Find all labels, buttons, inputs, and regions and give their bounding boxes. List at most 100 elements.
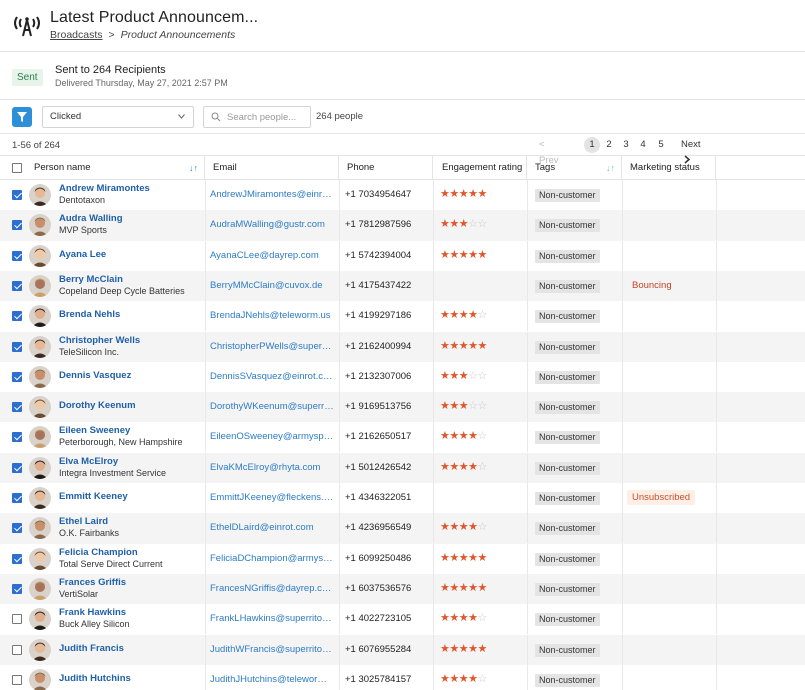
- row-checkbox[interactable]: [12, 553, 22, 564]
- column-divider: [527, 543, 528, 574]
- page-2-button[interactable]: 2: [606, 139, 612, 150]
- table-row[interactable]: Berry McClain Copeland Deep Cycle Batteri…: [0, 270, 805, 302]
- row-checkbox[interactable]: [12, 614, 22, 625]
- email-link[interactable]: DennisSVasquez@einrot.com: [210, 370, 334, 382]
- prev-page-button[interactable]: < Prev: [539, 139, 559, 166]
- column-header-phone[interactable]: Phone: [339, 156, 433, 180]
- person-name-link[interactable]: Ethel Laird: [59, 516, 109, 528]
- email-link[interactable]: EthelDLaird@einrot.com: [210, 522, 314, 534]
- column-header-marketing-status[interactable]: Marketing status: [622, 156, 716, 180]
- column-divider: [527, 270, 528, 301]
- table-row[interactable]: Elva McElroy Integra Investment Service El…: [0, 452, 805, 483]
- email-link[interactable]: JudithWFrancis@superrito.c...: [210, 643, 334, 655]
- avatar: [29, 184, 51, 206]
- person-name-link[interactable]: Frank Hawkins: [59, 607, 127, 619]
- row-checkbox[interactable]: [12, 280, 22, 291]
- customer-tag: Non-customer: [535, 279, 600, 293]
- table-row[interactable]: Ayana Lee AyanaCLee@dayrep.com +1 57423940…: [0, 240, 805, 271]
- column-divider: [205, 422, 206, 453]
- filter-button[interactable]: [12, 107, 32, 127]
- breadcrumb-broadcasts-link[interactable]: Broadcasts: [50, 29, 103, 41]
- column-divider: [433, 634, 434, 665]
- email-link[interactable]: BerryMMcClain@cuvox.de: [210, 279, 323, 291]
- page-4-button[interactable]: 4: [640, 139, 646, 150]
- person-name-link[interactable]: Eileen Sweeney: [59, 425, 131, 437]
- table-row[interactable]: Christopher Wells TeleSilicon Inc. Christo…: [0, 331, 805, 362]
- row-checkbox[interactable]: [12, 432, 22, 443]
- email-link[interactable]: FrankLHawkins@superrito.c...: [210, 613, 334, 625]
- person-name-link[interactable]: Judith Francis: [59, 642, 124, 654]
- column-header-email[interactable]: Email: [205, 156, 339, 180]
- person-name-link[interactable]: Dorothy Keenum: [59, 400, 136, 412]
- search-input[interactable]: [227, 109, 309, 125]
- person-name-link[interactable]: Dennis Vasquez: [59, 369, 132, 381]
- page-5-button[interactable]: 5: [658, 139, 664, 150]
- table-row[interactable]: Andrew Miramontes Dentotaxon AndrewJMiramo…: [0, 180, 805, 210]
- table-row[interactable]: Audra Walling MVP Sports AudraMWalling@gus…: [0, 210, 805, 241]
- email-link[interactable]: DorothyWKeenum@superrit...: [210, 401, 334, 413]
- row-checkbox[interactable]: [12, 371, 22, 382]
- person-name-link[interactable]: Berry McClain: [59, 273, 123, 285]
- person-name-link[interactable]: Elva McElroy: [59, 455, 119, 467]
- email-link[interactable]: FrancesNGriffis@dayrep.com: [210, 582, 334, 594]
- row-checkbox[interactable]: [12, 644, 22, 655]
- sort-icon[interactable]: ↓↑: [606, 163, 615, 173]
- person-name-link[interactable]: Frances Griffis: [59, 576, 127, 588]
- email-link[interactable]: BrendaJNehls@teleworm.us: [210, 310, 331, 322]
- column-header-name[interactable]: Person name ↓↑: [26, 156, 205, 180]
- table-row[interactable]: Frances Griffis VertiSolar FrancesNGriffis…: [0, 573, 805, 605]
- table-row[interactable]: Eileen Sweeney Peterborough, New Hampshir…: [0, 422, 805, 453]
- page-3-button[interactable]: 3: [623, 139, 629, 150]
- event-filter-select[interactable]: Clicked: [42, 106, 194, 128]
- row-checkbox[interactable]: [12, 583, 22, 594]
- column-divider: [716, 361, 717, 392]
- row-checkbox[interactable]: [12, 250, 22, 261]
- person-name-link[interactable]: Andrew Miramontes: [59, 183, 150, 194]
- table-row[interactable]: Dorothy Keenum DorothyWKeenum@superrit...…: [0, 392, 805, 423]
- row-checkbox[interactable]: [12, 493, 22, 503]
- email-link[interactable]: AudraMWalling@gustr.com: [210, 219, 325, 231]
- person-name-link[interactable]: Felicia Champion: [59, 546, 138, 558]
- next-page-button[interactable]: Next: [681, 137, 701, 169]
- row-checkbox[interactable]: [12, 220, 22, 231]
- row-checkbox[interactable]: [12, 674, 22, 685]
- email-link[interactable]: EileenOSweeney@armyspy.co...: [210, 431, 334, 443]
- table-row[interactable]: Frank Hawkins Buck Alley Silicon FrankLHaw…: [0, 604, 805, 635]
- email-link[interactable]: ElvaKMcElroy@rhyta.com: [210, 461, 321, 473]
- person-organization: MVP Sports: [59, 225, 107, 236]
- row-checkbox[interactable]: [12, 523, 22, 534]
- email-link[interactable]: FeliciaDChampion@armyspy...: [210, 552, 334, 564]
- person-name-link[interactable]: Christopher Wells: [59, 334, 141, 346]
- person-name-link[interactable]: Audra Walling: [59, 213, 123, 225]
- row-checkbox[interactable]: [12, 190, 22, 200]
- page-1-button[interactable]: 1: [584, 137, 600, 153]
- table-row[interactable]: Ethel Laird O.K. Fairbanks EthelDLaird@ein…: [0, 513, 805, 544]
- row-checkbox[interactable]: [12, 341, 22, 352]
- table-row[interactable]: Brenda Nehls BrendaJNehls@teleworm.us +1 4…: [0, 301, 805, 332]
- table-row[interactable]: Judith Hutchins JudithJHutchins@teleworm.…: [0, 664, 805, 690]
- table-row[interactable]: Felicia Champion Total Serve Direct Curre…: [0, 543, 805, 574]
- row-checkbox[interactable]: [12, 462, 22, 473]
- chevron-down-icon: [178, 114, 185, 119]
- marketing-status: Unsubscribed: [627, 490, 696, 505]
- row-checkbox[interactable]: [12, 311, 22, 322]
- email-link[interactable]: EmmittJKeeney@fleckens.hu: [210, 492, 334, 503]
- person-name-link[interactable]: Judith Hutchins: [59, 672, 131, 684]
- email-link[interactable]: JudithJHutchins@teleworm.us: [210, 673, 334, 685]
- table-row[interactable]: Emmitt Keeney EmmittJKeeney@fleckens.hu +1…: [0, 483, 805, 513]
- email-link[interactable]: ChristopherPWells@superrit...: [210, 340, 334, 352]
- email-link[interactable]: AndrewJMiramontes@einrot...: [210, 189, 334, 200]
- table-row[interactable]: Judith Francis JudithWFrancis@superrito.c…: [0, 634, 805, 665]
- column-header-engagement[interactable]: Engagement rating: [433, 156, 527, 180]
- person-name-link[interactable]: Ayana Lee: [59, 248, 107, 260]
- row-checkbox[interactable]: [12, 402, 22, 413]
- email-link[interactable]: AyanaCLee@dayrep.com: [210, 249, 319, 261]
- sort-icon[interactable]: ↓↑: [189, 163, 198, 173]
- table-row[interactable]: Dennis Vasquez DennisSVasquez@einrot.com +…: [0, 361, 805, 392]
- column-divider: [205, 301, 206, 332]
- person-name-link[interactable]: Emmitt Keeney: [59, 491, 128, 502]
- column-header-tags[interactable]: Tags ↓↑: [527, 156, 622, 180]
- select-all-checkbox[interactable]: [12, 163, 22, 173]
- person-name-link[interactable]: Brenda Nehls: [59, 309, 121, 321]
- column-divider: [716, 452, 717, 483]
